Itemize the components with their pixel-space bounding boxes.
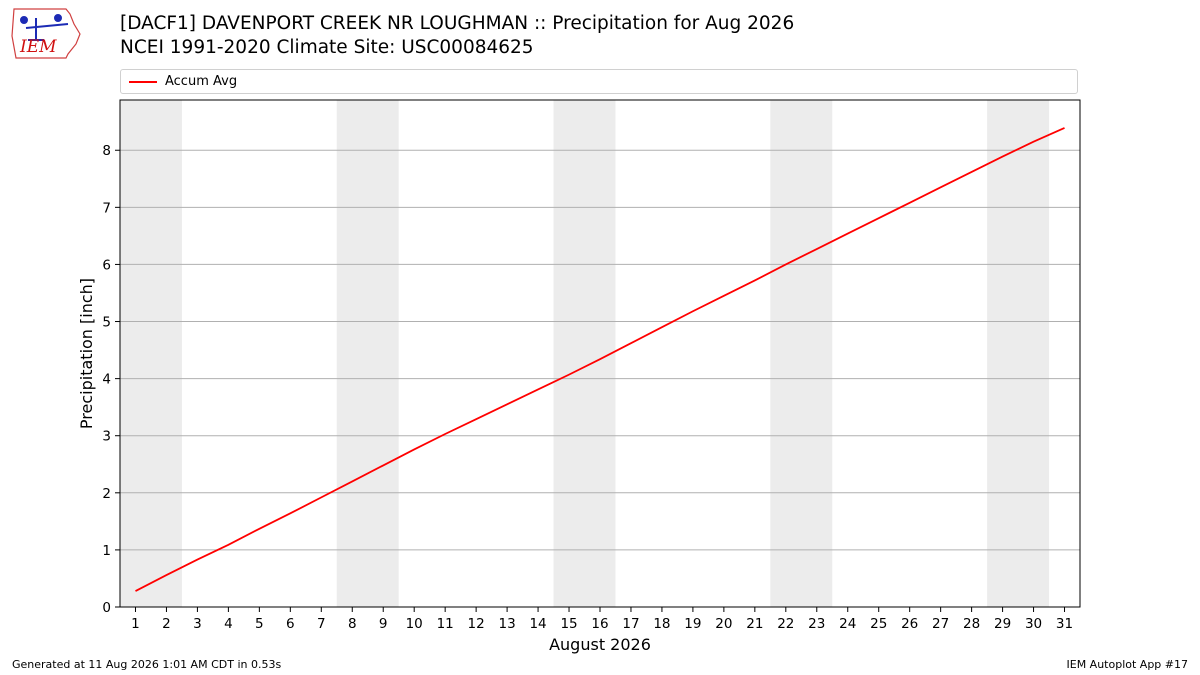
x-tick-label: 12: [468, 616, 485, 632]
x-tick-label: 18: [653, 616, 670, 632]
x-tick-label: 4: [224, 616, 233, 632]
x-tick-label: 15: [560, 616, 577, 632]
x-tick-label: 3: [193, 616, 202, 632]
x-tick-label: 21: [746, 616, 763, 632]
legend-label-accum-avg: Accum Avg: [165, 74, 238, 89]
y-tick-label: 8: [102, 143, 111, 159]
legend: Accum Avg: [120, 69, 1078, 94]
x-tick-label: 22: [777, 616, 794, 632]
x-tick-label: 5: [255, 616, 264, 632]
x-tick-label: 26: [901, 616, 918, 632]
x-tick-label: 29: [994, 616, 1011, 632]
chart-title: [DACF1] DAVENPORT CREEK NR LOUGHMAN :: P…: [120, 12, 794, 60]
y-tick-label: 4: [102, 372, 111, 388]
x-tick-label: 13: [499, 616, 516, 632]
x-tick-label: 27: [932, 616, 949, 632]
y-tick-label: 6: [102, 257, 111, 273]
x-tick-label: 11: [437, 616, 454, 632]
x-tick-label: 30: [1025, 616, 1042, 632]
weather-station-icon: [20, 14, 69, 41]
weekend-band: [987, 100, 1050, 607]
plot-frame: [119, 99, 1081, 608]
x-tick-label: 28: [963, 616, 980, 632]
logo-text: IEM: [19, 37, 57, 57]
legend-swatch-accum-avg: [129, 81, 157, 83]
iowa-outline-icon: [11, 8, 81, 59]
x-tick-label: 25: [870, 616, 887, 632]
x-tick-label: 2: [162, 616, 171, 632]
chart-subtitle: NCEI 1991-2020 Climate Site: USC00084625: [120, 37, 534, 58]
iem-logo: IEM: [11, 8, 81, 59]
x-tick-label: 23: [808, 616, 825, 632]
x-tick-label: 24: [839, 616, 856, 632]
x-tick-label: 17: [622, 616, 639, 632]
y-axis-label: Precipitation [inch]: [77, 278, 96, 429]
x-tick-label: 19: [684, 616, 701, 632]
y-tick-label: 3: [102, 429, 111, 445]
x-tick-label: 9: [379, 616, 388, 632]
weekend-band: [770, 100, 833, 607]
x-tick-label: 8: [348, 616, 357, 632]
y-tick-label: 2: [102, 486, 111, 502]
autoplot-app-label: IEM Autoplot App #17: [1066, 658, 1189, 671]
x-axis-label: August 2026: [549, 635, 651, 654]
x-tick-label: 6: [286, 616, 295, 632]
y-tick-label: 1: [102, 543, 111, 559]
x-tick-label: 20: [715, 616, 732, 632]
x-tick-label: 31: [1056, 616, 1073, 632]
x-tick-label: 16: [591, 616, 608, 632]
weekend-band: [120, 100, 182, 607]
x-tick-label: 7: [317, 616, 326, 632]
weekend-band: [336, 100, 399, 607]
weekend-band: [553, 100, 616, 607]
x-tick-label: 1: [131, 616, 140, 632]
generated-timestamp: Generated at 11 Aug 2026 1:01 AM CDT in …: [12, 658, 282, 671]
y-tick-label: 0: [102, 600, 111, 616]
chart-title-line1: [DACF1] DAVENPORT CREEK NR LOUGHMAN :: P…: [120, 13, 795, 34]
y-tick-label: 5: [102, 315, 111, 331]
series-line-accum-avg: [135, 127, 1065, 592]
x-tick-label: 10: [406, 616, 423, 632]
x-tick-label: 14: [529, 616, 546, 632]
y-tick-label: 7: [102, 200, 111, 216]
